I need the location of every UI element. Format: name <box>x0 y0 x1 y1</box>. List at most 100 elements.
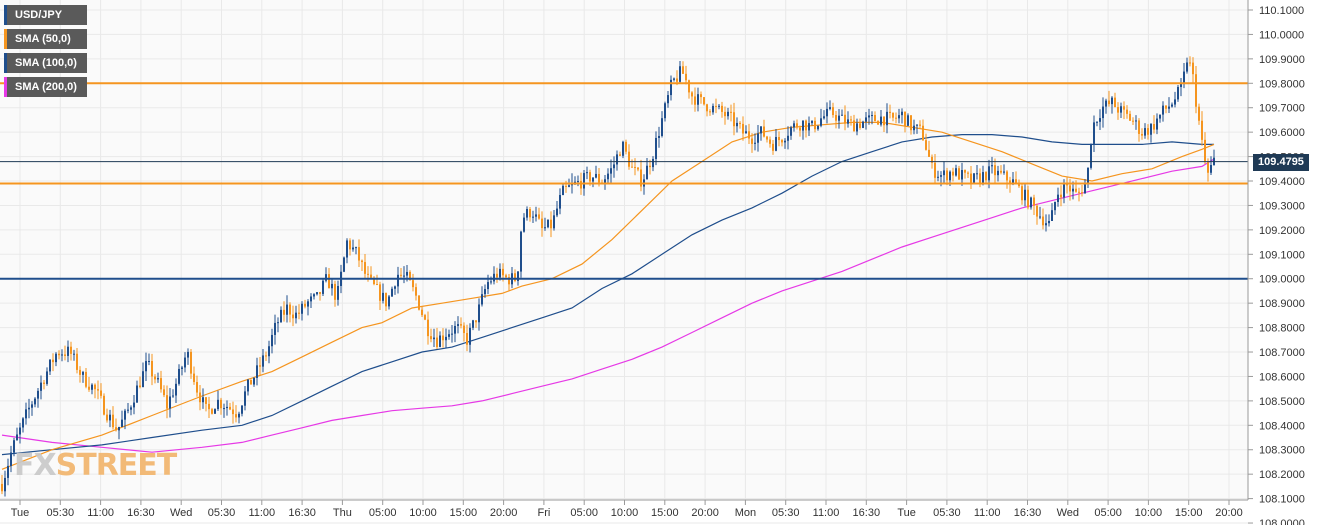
candle-body <box>748 131 750 139</box>
candle-body <box>193 373 195 383</box>
x-tick-label: 11:00 <box>974 507 1001 519</box>
candle-body <box>631 166 633 168</box>
candle-body <box>676 78 678 82</box>
candle-body <box>1078 191 1080 193</box>
candle-body <box>442 335 444 341</box>
candle-body <box>490 281 492 283</box>
legend-item-sma200[interactable]: SMA (200,0) <box>4 77 87 97</box>
candle-body <box>787 135 789 141</box>
candle-body <box>409 271 411 281</box>
candle-body <box>265 355 267 357</box>
y-tick-label: 110.0000 <box>1259 29 1304 41</box>
candle-body <box>460 324 462 326</box>
candle-body <box>499 268 501 278</box>
candle-body <box>1039 216 1041 218</box>
candle-body <box>67 346 69 356</box>
candle-body <box>997 170 999 176</box>
candle-body <box>871 115 873 117</box>
candle-body <box>853 120 855 132</box>
candle-body <box>244 391 246 406</box>
legend-item-usdjpy[interactable]: USD/JPY <box>4 5 87 25</box>
candle-body <box>325 274 327 281</box>
y-tick-label: 108.8000 <box>1259 323 1305 335</box>
current-price-tag: 109.4795 <box>1253 153 1309 171</box>
candle-body <box>274 322 276 335</box>
x-tick-label: 15:00 <box>450 507 478 519</box>
candle-body <box>661 118 663 136</box>
candles <box>1 56 1215 497</box>
y-tick-label: 108.5000 <box>1259 396 1305 408</box>
candle-body <box>1 483 3 492</box>
candle-body <box>784 140 786 143</box>
candle-body <box>814 120 816 130</box>
candle-body <box>865 117 867 122</box>
candle-body <box>91 384 93 390</box>
candle-body <box>346 240 348 258</box>
fxstreet-logo: FXSTREET <box>14 448 177 483</box>
candle-body <box>229 406 231 410</box>
candle-body <box>1030 197 1032 208</box>
candle-body <box>307 301 309 307</box>
candle-body <box>205 397 207 404</box>
candle-body <box>982 172 984 183</box>
legend-item-sma100[interactable]: SMA (100,0) <box>4 53 87 73</box>
candle-body <box>1060 194 1062 198</box>
candle-body <box>1021 186 1023 201</box>
candle-body <box>43 382 45 384</box>
candle-body <box>475 320 477 323</box>
candle-body <box>412 280 414 288</box>
candle-body <box>1015 179 1017 184</box>
candle-body <box>1054 201 1056 211</box>
candle-body <box>1189 62 1191 64</box>
x-tick-label: Tue <box>897 507 916 519</box>
candle-body <box>973 173 975 183</box>
candle-body <box>730 111 732 113</box>
legend-item-sma50[interactable]: SMA (50,0) <box>4 29 87 49</box>
candle-body <box>928 149 930 157</box>
candle-body <box>403 275 405 277</box>
y-tick-label: 109.4000 <box>1259 176 1305 188</box>
candle-body <box>751 138 753 144</box>
candle-body <box>1063 184 1065 198</box>
candle-body <box>85 371 87 387</box>
candle-body <box>262 355 264 367</box>
x-tick-label: 05:30 <box>47 507 75 519</box>
candle-body <box>880 116 882 125</box>
candle-body <box>247 379 249 392</box>
candle-body <box>847 119 849 124</box>
candle-body <box>766 136 768 140</box>
candle-body <box>529 209 531 218</box>
y-tick-label: 108.9000 <box>1259 298 1305 310</box>
candle-body <box>697 94 699 105</box>
candle-body <box>73 353 75 355</box>
candle-body <box>283 309 285 315</box>
candle-body <box>937 176 939 178</box>
candle-body <box>862 121 864 128</box>
candle-body <box>97 389 99 391</box>
y-tick-label: 109.2000 <box>1259 225 1305 237</box>
candle-body <box>376 284 378 286</box>
candle-body <box>1183 71 1185 85</box>
candle-body <box>1207 162 1209 173</box>
candle-body <box>595 173 597 178</box>
candle-body <box>523 217 525 232</box>
candle-body <box>652 158 654 168</box>
legend-swatch-sma200 <box>4 77 7 97</box>
candle-body <box>103 395 105 415</box>
candle-body <box>757 133 759 143</box>
candle-body <box>763 126 765 137</box>
x-tick-label: Mon <box>735 507 756 519</box>
candle-body <box>1024 189 1026 201</box>
candle-body <box>1111 97 1113 105</box>
candle-body <box>1069 185 1071 192</box>
candle-body <box>1093 122 1095 144</box>
x-tick-label: 05:30 <box>933 507 961 519</box>
y-tick-label: 109.0000 <box>1259 274 1305 286</box>
x-tick-label: 15:00 <box>651 507 679 519</box>
candle-body <box>826 108 828 117</box>
candle-body <box>610 168 612 174</box>
candle-body <box>1072 188 1074 192</box>
candle-body <box>217 399 219 410</box>
candle-body <box>145 361 147 372</box>
candle-body <box>271 334 273 347</box>
